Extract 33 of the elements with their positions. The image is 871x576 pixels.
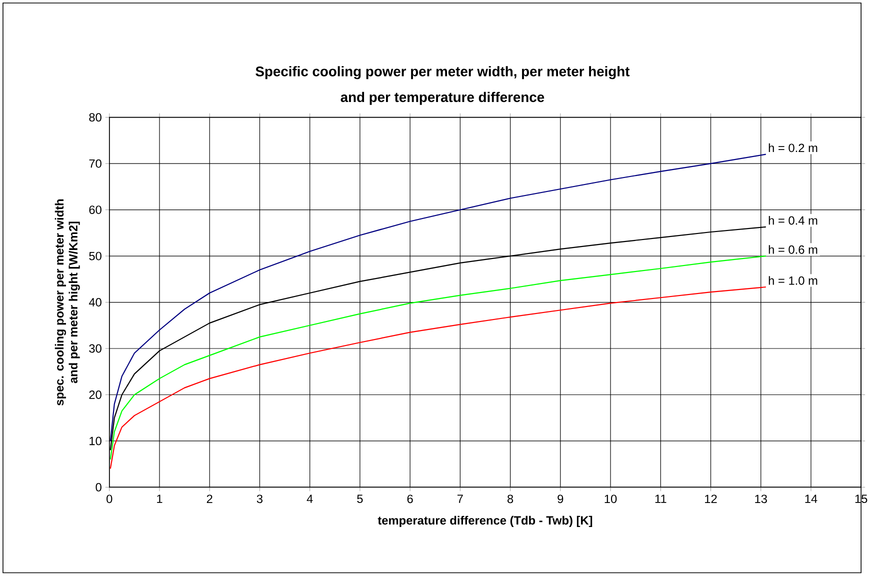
y-tick-label: 70 bbox=[89, 159, 102, 168]
series-label: h = 1.0 m bbox=[768, 276, 818, 285]
y-tick-label: 20 bbox=[89, 390, 102, 400]
y-axis-title: spec. cooling power per meter width and per meter hight [W/Km2] bbox=[54, 200, 80, 406]
series-label: h = 0.6 m bbox=[768, 245, 818, 254]
line-series bbox=[110, 286, 766, 470]
x-tick-label: 7 bbox=[457, 494, 463, 504]
x-tick-label: 12 bbox=[705, 494, 717, 504]
y-tick-label: 0 bbox=[96, 483, 102, 492]
x-tick-label: 10 bbox=[604, 494, 617, 504]
y-tick-label: 50 bbox=[89, 252, 102, 260]
x-tick-label: 13 bbox=[755, 494, 767, 504]
chart-title: Specific cooling power per meter width, per meter height and per temperature difference bbox=[256, 66, 630, 105]
y-tick-label: 40 bbox=[88, 298, 102, 307]
x-tick-label: 3 bbox=[256, 494, 263, 504]
x-tick-label: 9 bbox=[558, 494, 564, 504]
x-tick-label: 1 bbox=[157, 494, 162, 504]
x-tick-label: 14 bbox=[805, 494, 818, 504]
y-tick-label: 80 bbox=[89, 113, 102, 122]
x-tick-label: 8 bbox=[508, 494, 514, 504]
y-tick-label: 60 bbox=[89, 206, 102, 214]
series-label: h = 0.2 m bbox=[768, 144, 818, 152]
x-tick-label: 5 bbox=[357, 494, 363, 504]
x-tick-label: 0 bbox=[106, 494, 112, 504]
y-tick-label: 30 bbox=[89, 344, 102, 353]
series-label: h = 0.4 m bbox=[768, 216, 818, 225]
x-tick-label: 6 bbox=[407, 494, 413, 504]
line-series bbox=[110, 256, 766, 460]
y-tick-label: 10 bbox=[90, 436, 102, 446]
x-axis-title: temperature difference (Tdb - Twb) [K] bbox=[378, 516, 592, 528]
x-tick-label: 11 bbox=[655, 494, 666, 504]
x-tick-label: 4 bbox=[306, 494, 313, 504]
x-tick-label: 2 bbox=[206, 494, 212, 504]
